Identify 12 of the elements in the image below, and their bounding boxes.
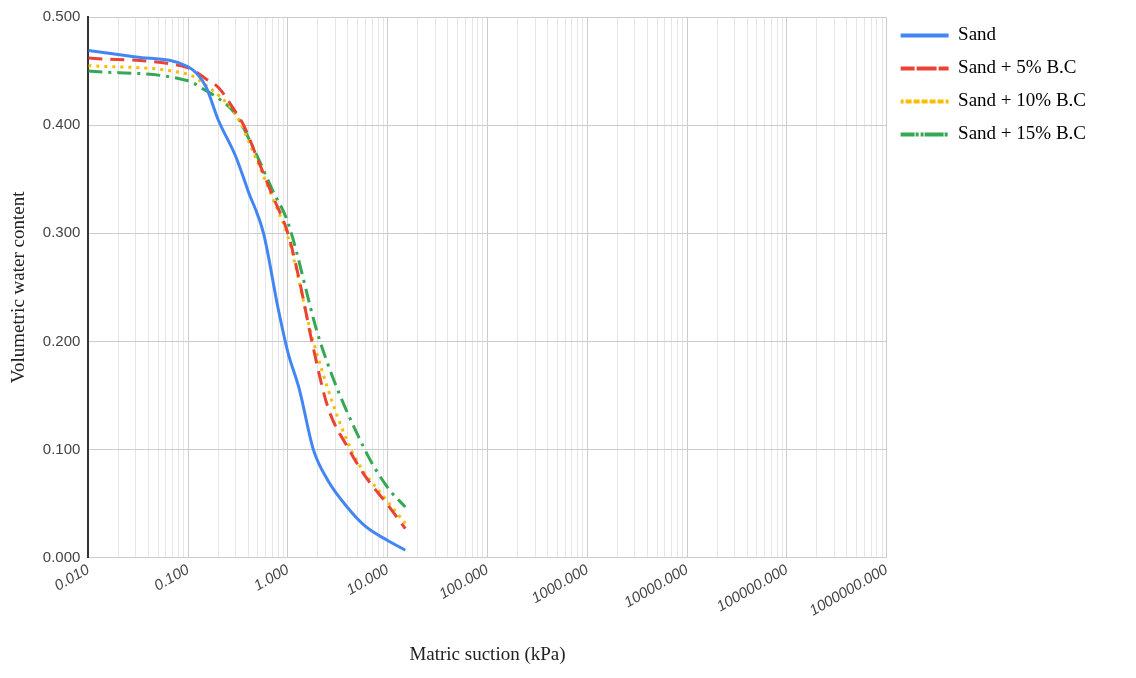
y-tick-label: 0.500 <box>42 7 81 25</box>
y-tick-label: 0.000 <box>42 547 81 565</box>
y-tick-label: 0.300 <box>42 223 81 241</box>
legend-label: Sand <box>958 23 997 45</box>
x-axis-title: Matric suction (kPa) <box>409 642 566 665</box>
y-tick-label: 0.200 <box>42 331 81 349</box>
y-tick-label: 0.400 <box>42 115 81 133</box>
y-tick-label: 0.100 <box>42 439 81 457</box>
legend-label: Sand + 15% B.C <box>958 122 1086 144</box>
legend-label: Sand + 5% B.C <box>958 56 1077 78</box>
legend-label: Sand + 10% B.C <box>958 89 1086 111</box>
y-axis-title: Volumetric water content <box>7 190 29 384</box>
